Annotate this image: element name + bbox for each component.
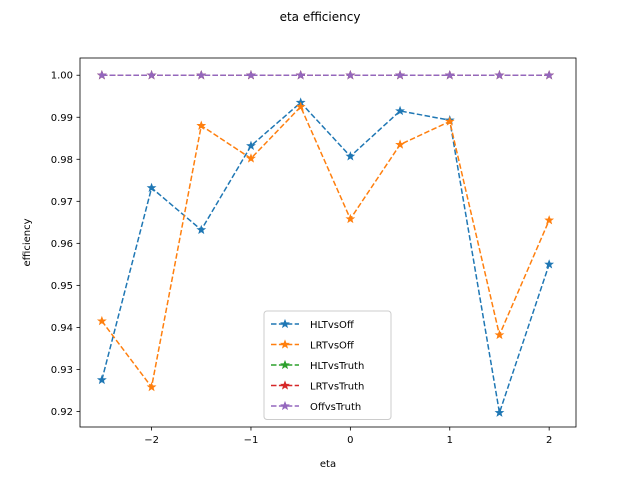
x-tick-label: 0 <box>347 435 353 446</box>
data-point-hltvsoff <box>345 151 356 161</box>
data-point-lrtvsoff <box>444 116 455 126</box>
legend-label: HLTvsTruth <box>310 361 364 372</box>
data-point-hltvsoff <box>146 182 157 193</box>
data-point-offvstruth <box>295 70 306 80</box>
legend-swatch-marker <box>280 359 290 370</box>
plot-area <box>96 70 555 417</box>
legend-entry-hltvstruth: HLTvsTruth <box>271 359 364 372</box>
data-point-lrtvsoff <box>96 315 107 326</box>
y-axis: 0.92 0.93 0.94 0.95 0.96 0.97 0.98 0.99 1.00 <box>51 71 80 418</box>
legend-entry-offvstruth: OffvsTruth <box>271 400 361 413</box>
data-point-hltvsoff <box>196 224 207 235</box>
legend-label: OffvsTruth <box>310 402 361 413</box>
legend-entry-hltvsoff: HLTvsOff <box>271 318 355 331</box>
y-tick-label: 0.95 <box>51 281 73 292</box>
data-point-lrtvsoff <box>196 120 207 130</box>
x-axis-label: eta <box>320 459 336 470</box>
data-point-lrtvsoff <box>544 215 555 225</box>
y-tick-label: 0.99 <box>51 113 73 124</box>
x-axis: −2 −1 0 1 2 <box>144 427 552 446</box>
y-tick-label: 0.97 <box>51 197 73 208</box>
legend-label: LRTvsTruth <box>310 381 364 392</box>
legend-swatch-marker <box>280 318 290 329</box>
data-point-hltvsoff <box>246 140 256 151</box>
data-point-lrtvsoff <box>345 213 356 224</box>
x-tick-label: −1 <box>244 435 259 446</box>
data-point-offvstruth <box>196 70 207 80</box>
data-point-lrtvsoff <box>146 381 157 392</box>
data-point-lrtvsoff <box>246 153 256 163</box>
data-point-hltvsoff <box>96 374 107 385</box>
legend-label: HLTvsOff <box>310 320 355 331</box>
data-point-offvstruth <box>146 70 157 80</box>
data-point-offvstruth <box>494 70 505 80</box>
data-point-hltvsoff <box>544 259 555 269</box>
legend-swatch-marker <box>280 400 290 411</box>
legend: HLTvsOff LRTvsOff HLTvsTruth LRTvsTruth Offv… <box>263 310 392 420</box>
y-tick-label: 0.92 <box>51 407 73 418</box>
y-tick-label: 1.00 <box>51 71 73 82</box>
chart-title: eta efficiency <box>280 10 361 24</box>
y-tick-label: 0.93 <box>51 365 73 376</box>
series-offvstruth <box>96 70 555 80</box>
y-tick-label: 0.94 <box>51 323 73 334</box>
legend-entry-lrtvstruth: LRTvsTruth <box>271 380 364 392</box>
data-point-hltvsoff <box>494 407 505 417</box>
series-line-lrtvsoff <box>101 105 550 389</box>
legend-box <box>263 310 392 420</box>
data-point-lrtvsoff <box>395 139 405 149</box>
legend-label: LRTvsOff <box>310 340 355 351</box>
data-point-offvstruth <box>246 70 256 80</box>
series-lrtvsoff <box>96 101 555 392</box>
legend-swatch-marker <box>280 339 290 349</box>
x-tick-label: −2 <box>144 435 159 446</box>
data-point-hltvsoff <box>395 105 405 116</box>
data-point-lrtvsoff <box>295 101 306 111</box>
series-line-hltvsoff <box>101 101 550 413</box>
legend-entry-lrtvsoff: LRTvsOff <box>271 339 355 351</box>
data-point-offvstruth <box>96 70 107 80</box>
x-tick-label: 2 <box>546 435 552 446</box>
axes-frame <box>79 57 577 428</box>
data-point-offvstruth <box>444 70 455 80</box>
data-point-offvstruth <box>544 70 555 80</box>
legend-swatch-marker <box>280 380 290 390</box>
data-point-lrtvsoff <box>494 329 505 340</box>
y-axis-label: efficiency <box>22 218 33 266</box>
x-tick-label: 1 <box>447 435 453 446</box>
y-tick-label: 0.98 <box>51 155 73 166</box>
data-point-offvstruth <box>345 70 356 80</box>
y-tick-label: 0.96 <box>51 239 73 250</box>
data-point-offvstruth <box>395 70 405 80</box>
